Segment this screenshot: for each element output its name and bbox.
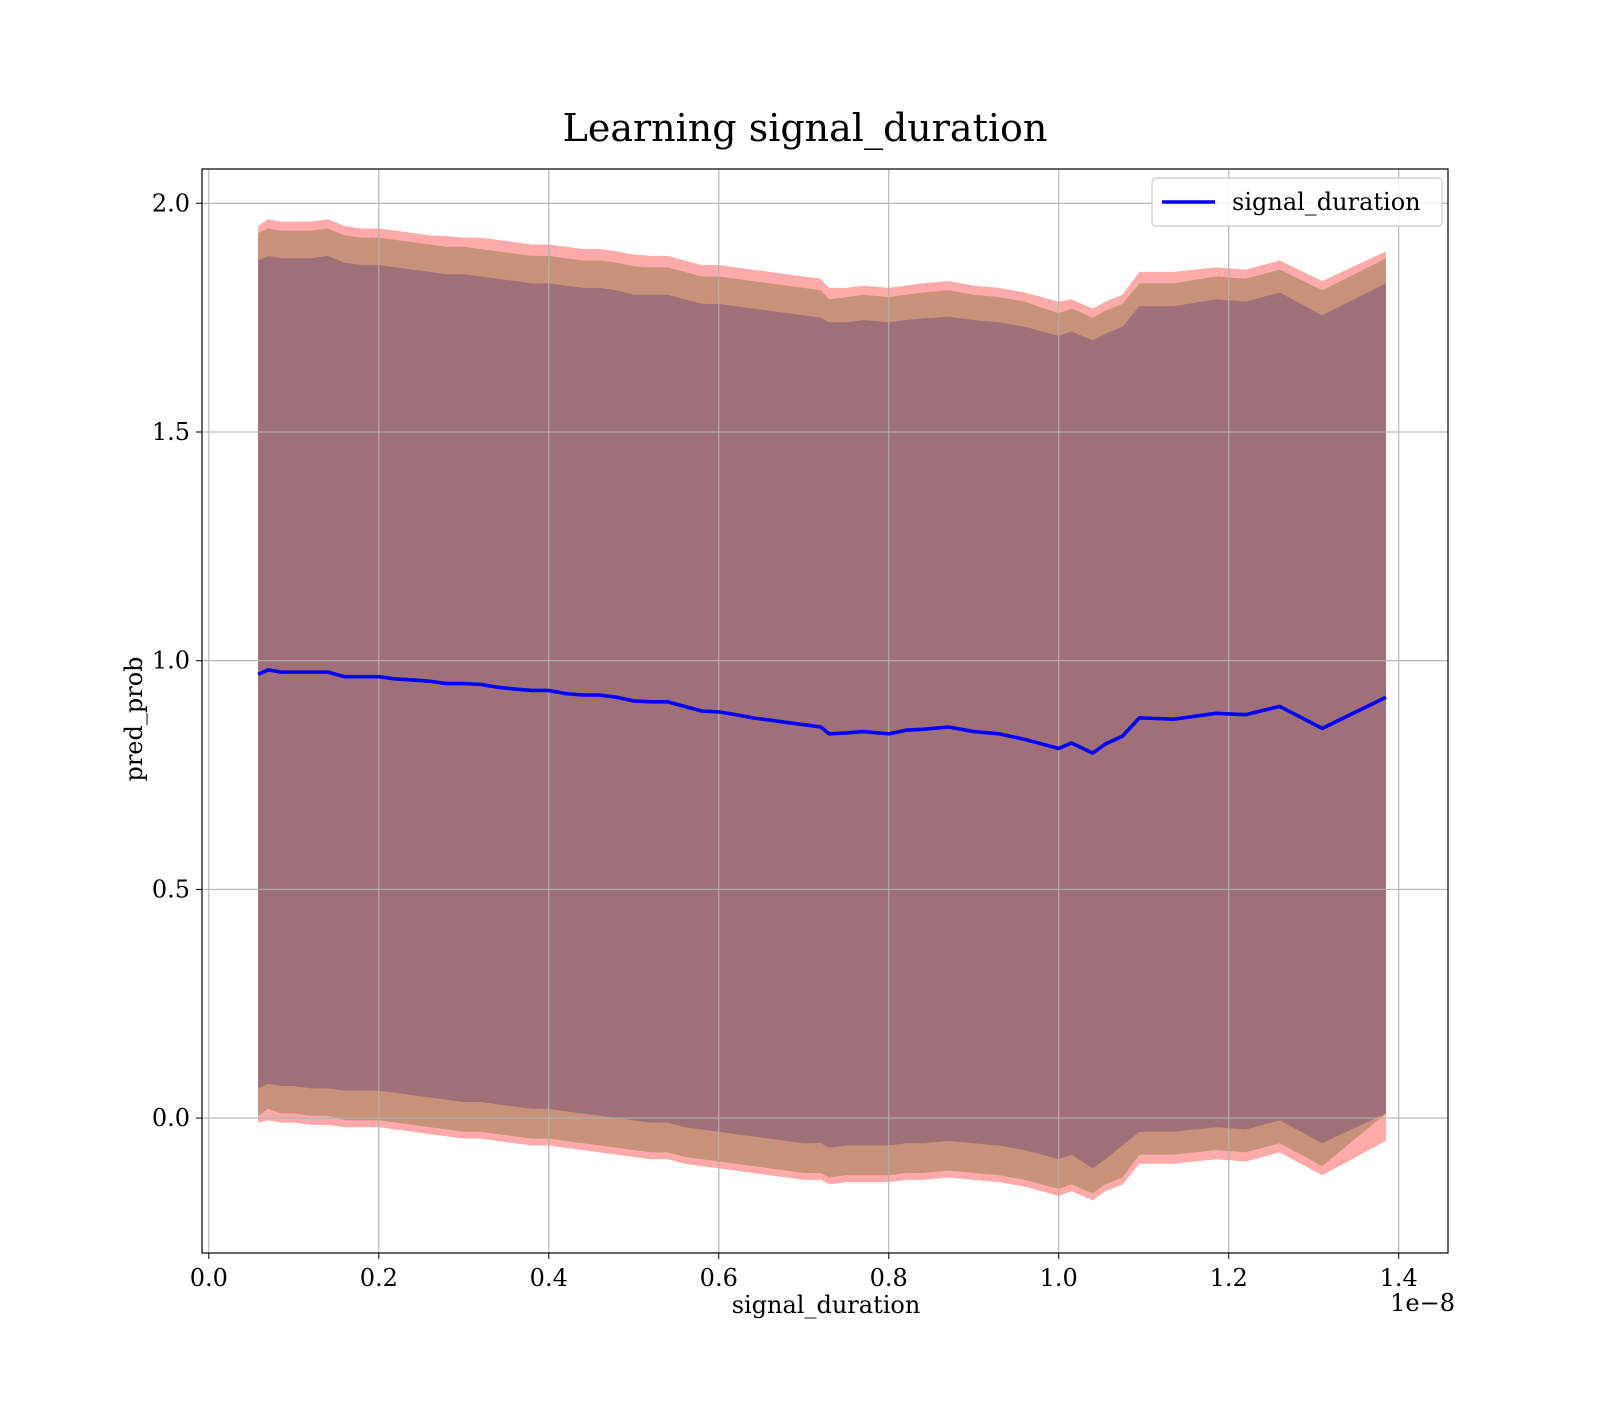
axes-frame — [201, 168, 1449, 1254]
legend-frame — [1151, 177, 1443, 227]
x-tick-label: 1.0 — [1040, 1264, 1078, 1292]
plot-content — [202, 169, 1448, 1253]
y-tick-label: 1.5 — [152, 418, 190, 446]
x-axis-label: signal_duration — [732, 1291, 921, 1319]
x-tick-label: 0.6 — [700, 1264, 738, 1292]
x-tick-label: 0.8 — [870, 1264, 908, 1292]
x-tick-label: 1.2 — [1210, 1264, 1248, 1292]
chart-title: Learning signal_duration — [563, 106, 1048, 151]
y-axis-label: pred_prob — [120, 656, 148, 781]
band-inner — [258, 255, 1386, 1169]
y-tick-label: 0.0 — [152, 1104, 190, 1132]
series-line — [257, 668, 1387, 755]
x-tick-label: 0.0 — [190, 1264, 228, 1292]
legend-label: signal_duration — [1232, 188, 1421, 216]
x-tick-label: 0.4 — [530, 1264, 568, 1292]
plot-area: 0.0 0.2 0.4 0.6 0.8 1.0 1.2 1.4 0.0 0.5 1.0 1.5 2.0 — [152, 168, 1449, 1292]
x-axis-offset-text: 1e−8 — [1390, 1289, 1455, 1317]
y-tick-label: 1.0 — [152, 647, 190, 675]
y-tick-label: 2.0 — [152, 189, 190, 217]
x-tick-label: 0.2 — [360, 1264, 398, 1292]
y-tick-label: 0.5 — [152, 875, 190, 903]
x-tick-label: 1.4 — [1380, 1264, 1418, 1292]
legend: signal_duration — [1151, 177, 1443, 227]
